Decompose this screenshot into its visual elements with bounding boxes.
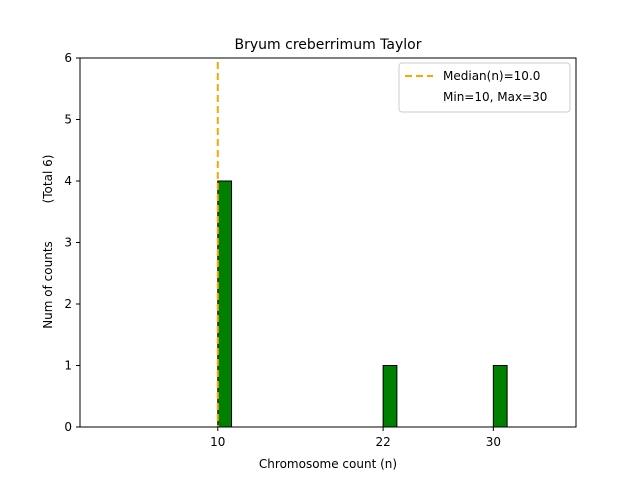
legend-box (398, 62, 571, 113)
chart-title: Bryum creberrimum Taylor (235, 37, 422, 53)
y-tick-label-5: 5 (64, 113, 72, 127)
legend: Median(n)=10.0 Min=10, Max=30 (398, 62, 571, 113)
x-tick-label-22: 22 (375, 435, 390, 449)
y-tick-label-4: 4 (64, 174, 72, 188)
y-tick-label-6: 6 (64, 51, 72, 65)
bar-10 (217, 180, 233, 428)
x-tick-label-10: 10 (210, 435, 225, 449)
legend-minmax-label: Min=10, Max=30 (443, 90, 547, 104)
y-tick-label-0: 0 (64, 420, 72, 434)
bar-22 (382, 365, 398, 428)
x-ticks: 10 22 30 (210, 427, 501, 449)
y-ticks: 0 1 2 3 4 5 6 (64, 51, 80, 434)
x-axis-label: Chromosome count (n) (259, 457, 397, 471)
y-tick-label-3: 3 (64, 236, 72, 250)
y-axis-total-label: (Total 6) (41, 155, 55, 204)
bars (217, 180, 549, 428)
legend-median-label: Median(n)=10.0 (443, 69, 540, 83)
y-axis-label: Num of counts (41, 241, 55, 329)
x-tick-label-30: 30 (486, 435, 501, 449)
y-tick-label-2: 2 (64, 297, 72, 311)
y-tick-label-1: 1 (64, 359, 72, 373)
bar-30 (492, 365, 508, 428)
